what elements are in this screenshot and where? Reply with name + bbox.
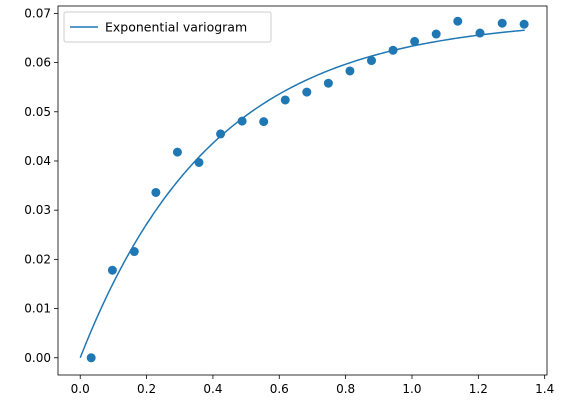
data-point-12 — [323, 78, 333, 88]
x-tick-label-0: 0.0 — [71, 382, 90, 396]
legend: Exponential variogram — [63, 11, 272, 43]
axes-frame — [57, 5, 548, 376]
data-point-14 — [367, 56, 376, 66]
data-point-10 — [280, 95, 290, 105]
x-tick-label-5: 1.0 — [402, 382, 421, 396]
data-point-19 — [475, 28, 485, 38]
plot-area — [57, 5, 548, 376]
data-point-17 — [431, 29, 441, 39]
y-axis: 0.00 0.01 0.02 0.03 0.04 0.05 0.06 0.07 — [24, 6, 58, 365]
x-tick-label-4: 0.8 — [336, 382, 355, 396]
data-point-7 — [216, 129, 226, 139]
data-point-4 — [151, 187, 161, 197]
legend-entry-exponential-variogram: Exponential variogram — [105, 20, 247, 35]
x-axis: 0.0 0.2 0.4 0.6 0.8 1.0 1.2 1.4 — [71, 375, 554, 396]
x-tick-label-2: 0.4 — [203, 382, 222, 396]
y-tick-label-2: 0.02 — [24, 252, 51, 266]
x-tick-label-7: 1.4 — [535, 382, 554, 396]
x-tick-label-1: 0.2 — [137, 382, 156, 396]
scatter-points — [86, 16, 529, 363]
data-point-11 — [302, 87, 312, 97]
y-tick-label-6: 0.06 — [24, 56, 51, 70]
data-point-20 — [497, 18, 507, 28]
y-tick-label-0: 0.00 — [24, 351, 51, 365]
data-point-6 — [194, 157, 204, 167]
data-point-13 — [345, 66, 355, 76]
data-point-1 — [86, 353, 96, 363]
y-tick-label-3: 0.03 — [24, 203, 51, 217]
exponential-variogram-line — [79, 29, 525, 359]
x-tick-label-6: 1.2 — [469, 382, 488, 396]
data-point-3 — [129, 247, 139, 257]
data-point-2 — [107, 265, 117, 275]
data-point-8 — [237, 116, 247, 126]
y-tick-label-4: 0.04 — [24, 154, 51, 168]
data-point-16 — [410, 36, 420, 46]
data-point-18 — [453, 16, 463, 26]
legend-box — [63, 11, 272, 43]
y-tick-label-7: 0.07 — [24, 6, 51, 20]
data-point-15 — [388, 45, 398, 55]
y-tick-label-1: 0.01 — [24, 302, 51, 316]
data-point-5 — [172, 147, 182, 157]
data-point-9 — [259, 117, 269, 127]
x-tick-label-3: 0.6 — [270, 382, 289, 396]
y-tick-label-5: 0.05 — [24, 105, 51, 119]
data-point-21 — [519, 19, 529, 29]
